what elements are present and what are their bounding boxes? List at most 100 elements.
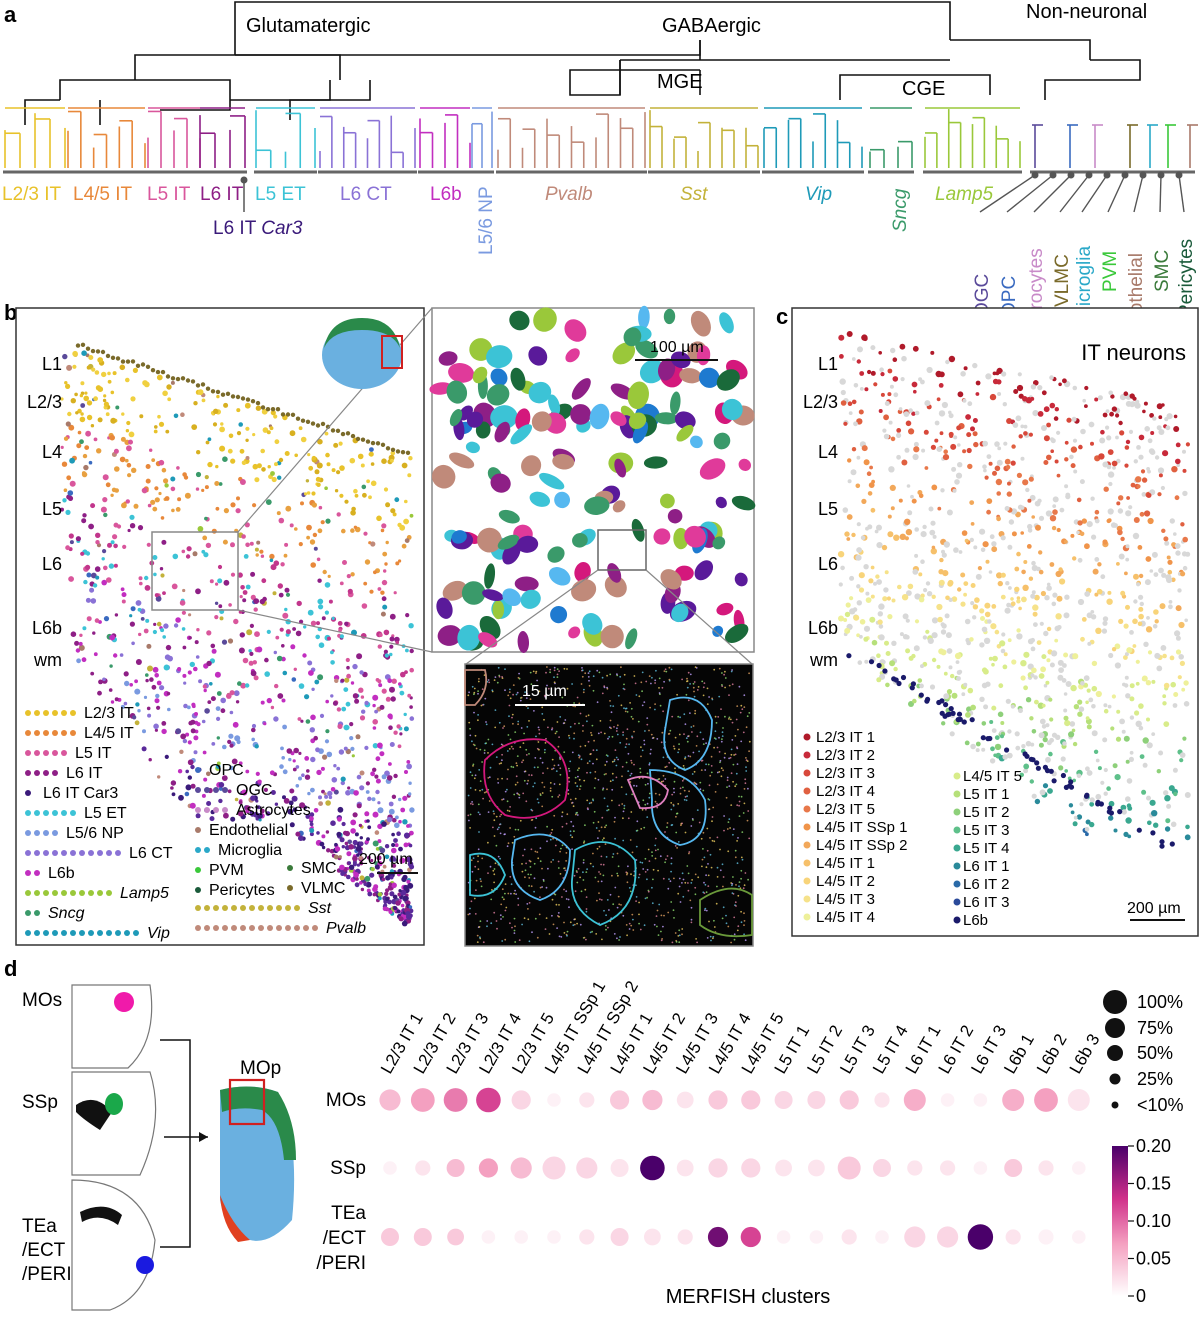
cell-dot bbox=[255, 771, 260, 777]
legend-dot bbox=[79, 850, 85, 856]
cell-dot bbox=[344, 830, 350, 837]
cell-dot bbox=[211, 648, 217, 654]
cell-dot bbox=[861, 445, 868, 452]
legend-label-pericytes: Pericytes bbox=[209, 882, 275, 899]
colorbar-tick-label: 0 bbox=[1136, 1286, 1146, 1306]
cell-shape bbox=[731, 495, 756, 511]
cell-dot bbox=[154, 486, 159, 491]
cell-dot bbox=[235, 508, 241, 514]
cell-dot bbox=[67, 411, 72, 417]
cell-dot bbox=[931, 632, 938, 639]
cell-dot bbox=[132, 715, 137, 720]
cell-dot bbox=[377, 861, 383, 867]
cell-dot bbox=[1057, 674, 1064, 681]
cell-dot bbox=[152, 629, 157, 635]
bubble bbox=[1038, 1229, 1054, 1245]
cell-dot bbox=[980, 616, 985, 621]
cell-dot bbox=[855, 554, 862, 561]
cell-dot bbox=[233, 618, 239, 625]
cell-dot bbox=[945, 359, 950, 365]
cell-shape bbox=[564, 319, 587, 342]
cell-dot bbox=[931, 617, 939, 624]
cell-dot bbox=[942, 570, 949, 577]
cell-dot bbox=[1142, 737, 1149, 744]
cell-dot bbox=[364, 875, 371, 882]
cell-shape bbox=[509, 310, 530, 331]
cell-dot bbox=[97, 690, 102, 696]
cell-dot bbox=[1080, 681, 1085, 686]
cell-dot bbox=[977, 566, 983, 571]
cell-dot bbox=[989, 393, 997, 401]
cell-dot bbox=[153, 572, 157, 577]
cell-dot bbox=[981, 667, 988, 673]
cell-dot bbox=[1183, 680, 1189, 686]
cell-dot bbox=[189, 661, 195, 668]
cell-dot bbox=[880, 372, 885, 377]
cell-dot bbox=[400, 889, 407, 896]
cell-dot bbox=[269, 558, 274, 563]
cell-dot bbox=[1135, 681, 1140, 686]
l6b-dot bbox=[957, 716, 963, 723]
cell-dot bbox=[91, 367, 96, 372]
cell-dot bbox=[1134, 710, 1140, 716]
cell-dot bbox=[381, 688, 387, 694]
cell-dot bbox=[1137, 621, 1143, 627]
cell-dot bbox=[81, 518, 87, 524]
cell-shape bbox=[643, 456, 668, 469]
cell-dot bbox=[346, 851, 352, 857]
vlmc-dot bbox=[325, 424, 331, 429]
vlmc-dot bbox=[210, 389, 216, 394]
cell-dot bbox=[970, 743, 976, 750]
cell-dot bbox=[389, 613, 396, 620]
bubble bbox=[874, 1092, 890, 1108]
leaf-label-l5-it: L5 IT bbox=[147, 184, 191, 205]
cell-dot bbox=[86, 400, 93, 406]
cell-dot bbox=[350, 828, 356, 834]
cell-dot bbox=[951, 466, 957, 472]
cell-dot bbox=[380, 528, 385, 533]
layer-label-l4: L4 bbox=[818, 442, 838, 462]
vlmc-dot bbox=[105, 353, 111, 359]
cell-dot bbox=[145, 478, 151, 484]
cell-dot bbox=[395, 640, 400, 645]
vlmc-dot bbox=[300, 418, 306, 423]
cell-dot bbox=[990, 623, 997, 630]
bubble bbox=[415, 1160, 431, 1176]
legend-label-l6b: L6b bbox=[963, 912, 988, 929]
cell-dot bbox=[336, 470, 341, 475]
cell-dot bbox=[74, 640, 80, 646]
vlmc-dot bbox=[295, 416, 301, 421]
cell-dot bbox=[138, 576, 143, 581]
leaf-label-l6-it-car3: L6 IT Car3 bbox=[213, 218, 303, 239]
cell-dot bbox=[79, 393, 84, 398]
layer-label-l6: L6 bbox=[818, 554, 838, 574]
cell-dot bbox=[113, 522, 119, 528]
cell-dot bbox=[399, 524, 406, 531]
cell-dot bbox=[1111, 694, 1116, 699]
cell-dot bbox=[1005, 464, 1011, 470]
legend-dot bbox=[43, 930, 49, 936]
cell-dot bbox=[1034, 594, 1040, 601]
legend-label-l2-3-it: L2/3 IT bbox=[84, 705, 134, 722]
cell-dot bbox=[899, 343, 906, 350]
cell-dot bbox=[1111, 460, 1118, 467]
cell-dot bbox=[393, 730, 398, 735]
cell-dot bbox=[1182, 490, 1188, 497]
cell-dot bbox=[1146, 742, 1153, 749]
cell-shape bbox=[490, 368, 508, 386]
cell-dot bbox=[383, 629, 390, 636]
cell-dot bbox=[147, 713, 152, 718]
cell-dot bbox=[69, 540, 74, 545]
cell-dot bbox=[377, 587, 382, 591]
cell-dot bbox=[938, 383, 944, 388]
cell-dot bbox=[113, 563, 118, 568]
cell-dot bbox=[1047, 788, 1053, 794]
cell-dot bbox=[161, 539, 167, 545]
cell-dot bbox=[399, 857, 406, 864]
cell-dot bbox=[912, 453, 919, 461]
cell-dot bbox=[1101, 628, 1108, 634]
l6b-dot bbox=[876, 662, 882, 669]
cell-dot bbox=[1083, 675, 1090, 681]
cell-dot bbox=[333, 442, 339, 448]
cell-dot bbox=[238, 422, 243, 427]
